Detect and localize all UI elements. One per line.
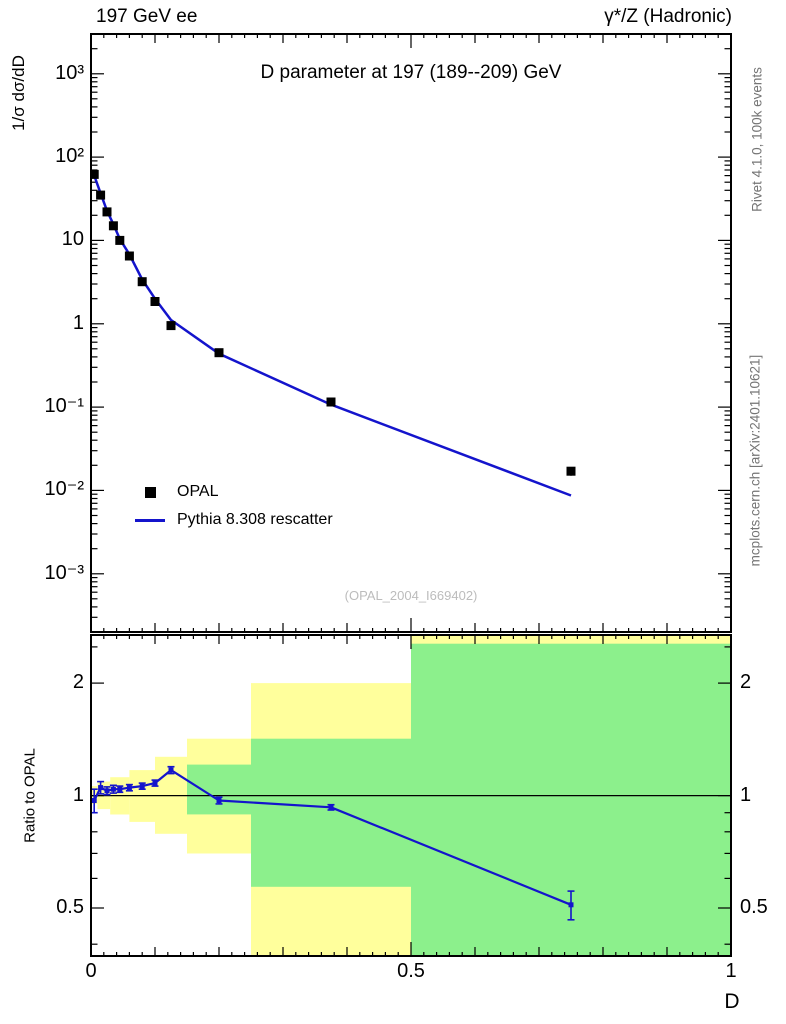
ratio-points [90,765,575,921]
opal-square-icon [133,486,167,498]
main-y-tick-label: 10⁻³ [44,561,84,584]
pythia-line-icon [133,518,167,522]
header-process-label: γ*/Z (Hadronic) [604,6,732,27]
main-y-axis-title: 1/σ dσ/dD [9,55,28,131]
x-axis-title: D [724,990,740,1013]
legend-item-opal: OPAL [133,478,333,506]
x-tick-label: 1 [725,960,737,982]
header-energy-label: 197 GeV ee [96,6,198,27]
main-y-tick-label: 10⁻¹ [44,395,84,418]
ratio-y-tick-label-right: 1 [740,783,752,806]
mcplots-caption: mcplots.cern.ch [arXiv:2401.10621] [747,354,763,567]
main-plot-svg [89,33,732,633]
main-y-tick-label: 1 [72,311,84,334]
ratio-y-tick-label-right: 2 [740,671,752,694]
pythia-line [93,175,572,497]
ratio-y-tick-label-left: 0.5 [56,896,84,919]
rivet-version-caption: Rivet 4.1.0, 100k events [749,67,765,212]
analysis-watermark: (OPAL_2004_I669402) [344,588,478,603]
x-tick-label: 0.5 [397,960,425,982]
x-ticks [90,34,732,632]
y-ticks [91,646,731,945]
ratio-plot-svg [90,634,732,957]
main-y-tick-label: 10² [55,145,84,168]
legend: OPAL Pythia 8.308 rescatter [133,478,333,534]
ratio-y-tick-label-right: 0.5 [740,896,768,919]
plot-title: D parameter at 197 (189--209) GeV [260,62,562,83]
ratio-y-tick-label-left: 2 [72,671,84,694]
legend-item-pythia: Pythia 8.308 rescatter [133,506,333,534]
main-y-tick-label: 10 [61,228,84,251]
legend-label-opal: OPAL [177,483,219,500]
y-ticks [91,33,731,633]
ratio-y-tick-label-left: 1 [72,783,84,806]
ratio-plot [90,634,732,957]
opal-points [89,169,576,476]
legend-label-pythia: Pythia 8.308 rescatter [177,511,333,528]
x-tick-label: 0 [85,960,97,982]
main-y-tick-label: 10³ [55,61,84,84]
main-plot [89,33,732,633]
main-y-tick-label: 10⁻² [44,478,84,501]
